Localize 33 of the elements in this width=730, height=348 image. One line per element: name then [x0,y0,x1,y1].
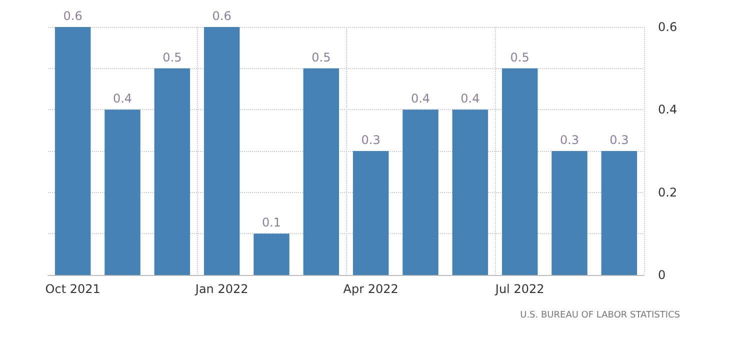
x-tick-label: Jan 2022 [194,282,248,296]
text: U.S. BUREAU OF LABOR STATISTICS [520,310,680,320]
bar [204,27,240,275]
y-tick-label: 0.4 [658,102,678,117]
y-tick-label: 0 [658,268,666,282]
data-label: 0.6 [63,9,82,23]
bar [502,68,538,275]
data-label: 0.6 [212,9,232,23]
data-label: 0.4 [112,92,132,106]
bar [303,68,340,275]
data-label: 0.5 [162,50,182,64]
bar [54,27,91,275]
data-label: 0.1 [262,216,282,230]
bar [154,68,190,275]
x-tick-label: Apr 2022 [343,282,398,296]
data-label: 0.3 [560,133,580,147]
x-tick-label: Oct 2021 [45,282,100,296]
bar [352,151,389,275]
bar [402,110,438,275]
bar [452,110,488,275]
data-label: 0.3 [361,133,380,147]
data-label: 0.5 [510,50,530,64]
y-tick-label: 0.2 [658,185,678,200]
data-label: 0.5 [312,50,331,64]
bar [601,151,638,275]
x-tick-label: Jul 2022 [494,282,544,296]
y-tick-label: 0.6 [658,20,678,34]
data-label: 0.3 [610,133,629,147]
bar [254,234,290,275]
data-label: 0.4 [460,92,480,106]
data-label: 0.4 [410,92,430,106]
bar [104,110,140,275]
bar [552,151,588,275]
